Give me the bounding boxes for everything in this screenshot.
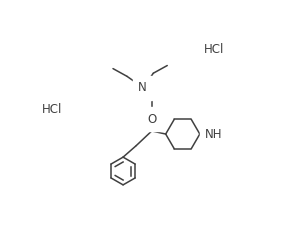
Text: HCl: HCl xyxy=(204,43,224,56)
Text: HCl: HCl xyxy=(42,103,63,116)
Text: O: O xyxy=(147,113,156,126)
Text: NH: NH xyxy=(205,128,223,141)
Text: N: N xyxy=(138,81,147,94)
